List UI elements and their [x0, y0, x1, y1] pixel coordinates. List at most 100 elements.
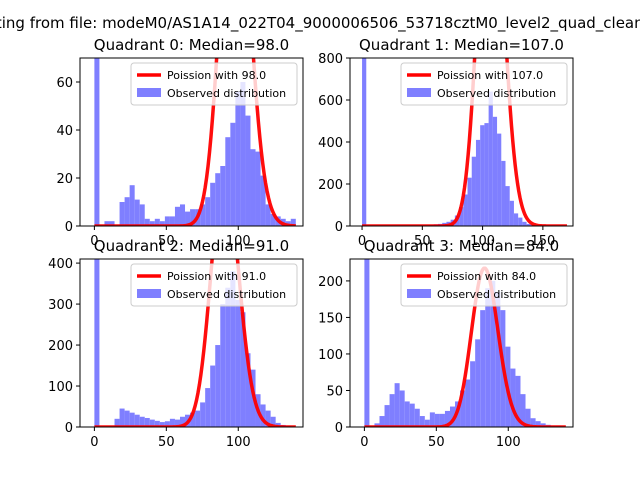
hist-bar — [104, 221, 110, 226]
hist-bar — [460, 390, 466, 427]
hist-bar — [109, 221, 115, 226]
hist-bar — [114, 418, 120, 427]
hist-bar — [205, 197, 211, 226]
x-tick-label: 50 — [158, 435, 175, 450]
hist-bar — [399, 390, 405, 427]
legend-hist-swatch — [407, 88, 431, 97]
x-tick-label: 150 — [530, 234, 555, 249]
y-tick-label: 300 — [48, 298, 73, 313]
hist-bar — [429, 412, 435, 427]
hist-bar — [149, 221, 155, 226]
x-tick-label: 50 — [428, 435, 445, 450]
y-tick-label: 200 — [318, 178, 343, 193]
hist-bar — [501, 160, 506, 226]
hist-bar — [394, 383, 400, 427]
poisson-curve — [94, 259, 297, 427]
hist-bar — [419, 416, 425, 427]
hist-bar — [205, 388, 211, 427]
panel-title: Quadrant 3: Median=84.0 — [364, 237, 559, 255]
hist-bar — [215, 345, 221, 427]
hist-bar — [463, 194, 468, 226]
hist-bar — [119, 202, 125, 226]
legend-hist-swatch — [137, 289, 161, 298]
legend-hist-label: Observed distribution — [167, 288, 286, 301]
hist-bar — [169, 216, 175, 226]
hist-bar — [490, 280, 496, 427]
plot-area — [364, 259, 567, 427]
hist-bar — [129, 185, 135, 226]
hist-bar — [475, 339, 481, 427]
hist-bar — [124, 410, 130, 427]
hist-bar — [225, 287, 231, 427]
legend-hist-label: Observed distribution — [167, 87, 286, 100]
hist-bar — [465, 379, 471, 427]
legend-box — [130, 263, 298, 307]
hist-bar — [94, 259, 100, 427]
hist-bar — [94, 58, 100, 226]
hist-bar — [144, 218, 150, 226]
hist-bar — [530, 418, 536, 427]
hist-bar — [159, 422, 165, 427]
y-tick-label: 800 — [318, 52, 343, 67]
hist-bar — [134, 199, 140, 226]
y-tick-label: 200 — [48, 339, 73, 354]
hist-bar — [260, 404, 266, 427]
hist-bar — [220, 304, 226, 427]
x-tick-label: 100 — [470, 234, 495, 249]
hist-bar — [169, 418, 175, 427]
hist-bar — [434, 413, 440, 427]
hist-bar — [444, 410, 450, 427]
hist-bar — [485, 288, 491, 427]
hist-bar — [364, 259, 370, 427]
hist-bar — [497, 133, 502, 226]
panel-title: Quadrant 2: Median=91.0 — [94, 237, 289, 255]
hist-bar — [240, 82, 246, 226]
hist-bar — [362, 58, 367, 226]
hist-bar — [414, 408, 420, 427]
hist-bar — [510, 368, 516, 427]
hist-bar — [290, 218, 296, 226]
hist-bar — [154, 218, 160, 226]
hist-bar — [404, 401, 410, 427]
hist-bar — [174, 419, 180, 427]
hist-bar — [518, 217, 523, 226]
hist-bar — [159, 221, 165, 226]
hist-bar — [409, 403, 415, 427]
hist-bar — [484, 123, 489, 226]
hist-bar — [384, 405, 390, 427]
legend-poisson-label: Poission with 107.0 — [437, 69, 543, 82]
legend-hist-swatch — [407, 289, 431, 298]
x-tick-label: 50 — [158, 234, 175, 249]
y-tick-label: 0 — [335, 421, 343, 436]
axes-frame — [349, 258, 574, 428]
hist-bar — [480, 310, 486, 427]
hist-bar — [124, 197, 130, 226]
x-tick-label: 0 — [90, 435, 98, 450]
hist-bar — [164, 216, 170, 226]
y-tick-label: 150 — [318, 311, 343, 326]
hist-bar — [467, 177, 472, 226]
chart-panel-0: 0 50 100 0 20 40 60 Quadrant 0: Median=98.0 Pois… — [56, 36, 304, 249]
hist-bar — [260, 175, 266, 226]
legend-box — [400, 263, 568, 307]
legend-hist-swatch — [137, 88, 161, 97]
legend-box — [400, 62, 568, 106]
hist-bar — [540, 423, 546, 427]
hist-bar — [439, 413, 445, 427]
hist-bar — [250, 149, 256, 226]
hist-bar — [149, 419, 155, 427]
hist-bar — [139, 204, 145, 226]
hist-bar — [488, 91, 493, 226]
hist-bar — [195, 410, 201, 427]
poisson-curve — [94, 58, 297, 226]
hist-bar — [235, 91, 241, 226]
legend-poisson-label: Poission with 98.0 — [167, 69, 266, 82]
hist-bar — [515, 375, 521, 427]
panel-title: Quadrant 1: Median=107.0 — [359, 36, 564, 54]
hist-bar — [522, 221, 527, 226]
hist-bar — [374, 423, 380, 427]
hist-bar — [200, 402, 206, 427]
plot-area — [94, 58, 297, 226]
plot-area — [361, 58, 568, 226]
